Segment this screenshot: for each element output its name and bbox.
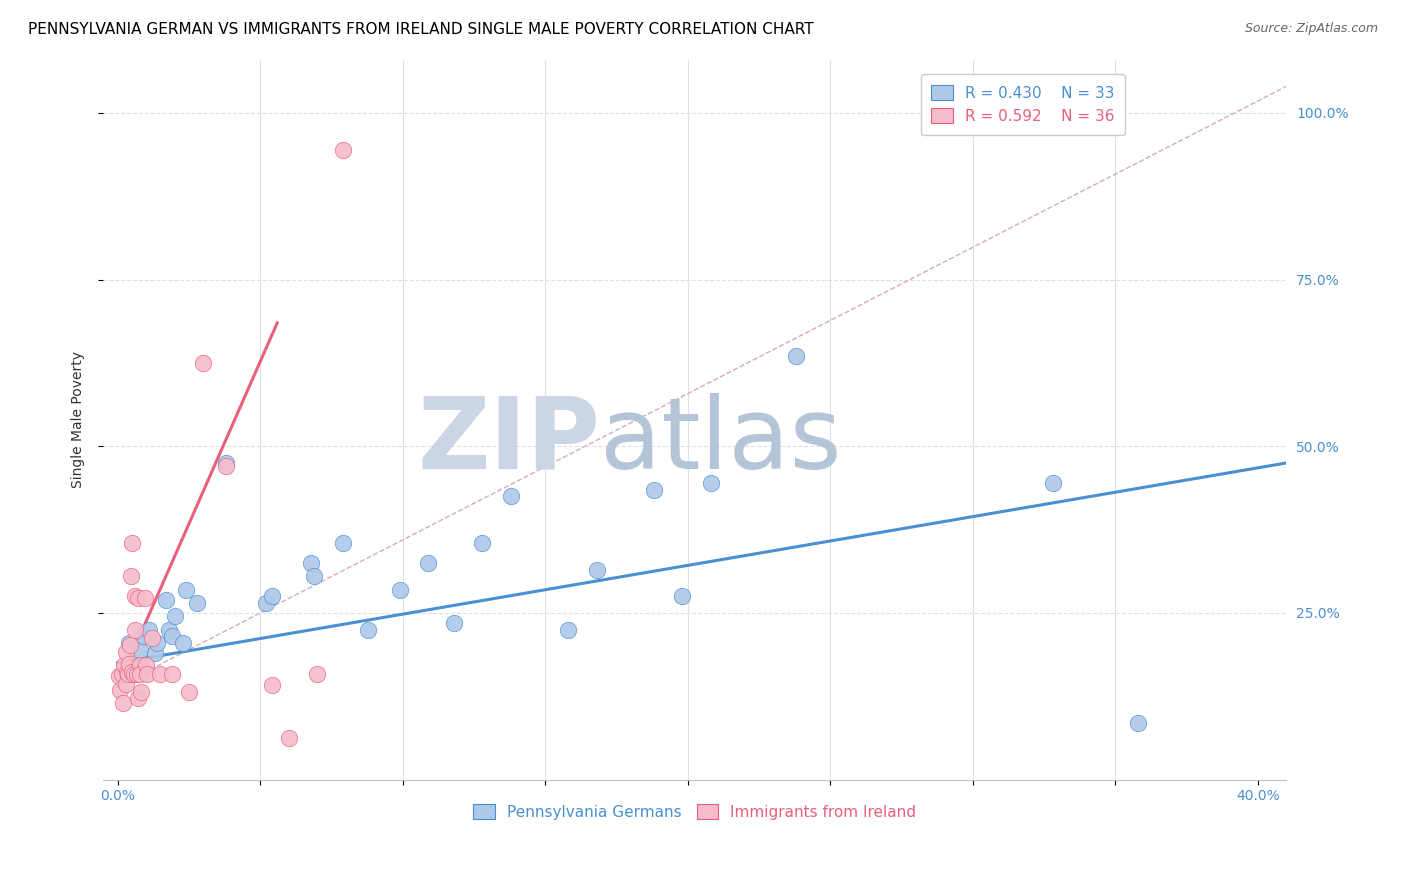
Point (1042, 475, 1064, 490)
Point (110, 682, 132, 697)
Point (215, 459, 238, 474)
Point (785, 349, 807, 363)
Point (108, 669, 131, 683)
Text: atlas: atlas (600, 392, 842, 490)
Text: Source: ZipAtlas.com: Source: ZipAtlas.com (1244, 22, 1378, 36)
Y-axis label: Single Male Poverty: Single Male Poverty (72, 351, 86, 488)
Point (121, 536, 143, 550)
Point (557, 623, 579, 637)
Point (129, 684, 152, 698)
Point (172, 636, 194, 650)
Point (155, 592, 177, 607)
Point (149, 667, 172, 681)
Point (443, 615, 465, 630)
Point (124, 623, 146, 637)
Point (128, 657, 150, 672)
Point (138, 623, 160, 637)
Point (260, 678, 283, 692)
Point (146, 636, 169, 650)
Point (134, 591, 156, 606)
Point (157, 623, 180, 637)
Text: PENNSYLVANIA GERMAN VS IMMIGRANTS FROM IRELAND SINGLE MALE POVERTY CORRELATION C: PENNSYLVANIA GERMAN VS IMMIGRANTS FROM I… (28, 22, 814, 37)
Point (117, 667, 139, 681)
Point (115, 665, 138, 679)
Point (699, 475, 721, 490)
Point (118, 636, 141, 650)
Point (135, 667, 157, 681)
Point (585, 563, 607, 577)
Point (307, 667, 329, 681)
Point (115, 644, 138, 658)
Point (135, 657, 157, 672)
Point (643, 483, 665, 497)
Text: ZIP: ZIP (418, 392, 600, 490)
Point (132, 629, 155, 643)
Point (191, 356, 214, 370)
Point (112, 657, 135, 672)
Point (471, 536, 494, 550)
Point (111, 667, 134, 681)
Point (124, 589, 146, 603)
Point (127, 691, 149, 706)
Point (277, 731, 299, 746)
Point (260, 589, 283, 603)
Point (122, 667, 145, 681)
Point (671, 589, 693, 603)
Point (174, 582, 197, 597)
Point (388, 582, 411, 597)
Point (143, 646, 166, 660)
Point (304, 569, 326, 583)
Point (112, 696, 135, 710)
Point (177, 684, 200, 698)
Point (163, 609, 186, 624)
Point (121, 665, 143, 679)
Point (160, 629, 183, 643)
Point (332, 536, 354, 550)
Legend: Pennsylvania Germans, Immigrants from Ireland: Pennsylvania Germans, Immigrants from Ir… (467, 798, 922, 826)
Point (1128, 715, 1150, 730)
Point (299, 556, 322, 570)
Point (125, 667, 148, 681)
Point (120, 569, 142, 583)
Point (129, 642, 152, 657)
Point (118, 657, 141, 672)
Point (118, 638, 141, 652)
Point (332, 143, 354, 157)
Point (141, 632, 163, 646)
Point (160, 667, 183, 681)
Point (254, 596, 277, 610)
Point (127, 591, 149, 606)
Point (129, 667, 152, 681)
Point (215, 456, 238, 470)
Point (357, 623, 380, 637)
Point (186, 596, 208, 610)
Point (114, 677, 136, 691)
Point (418, 556, 440, 570)
Point (499, 489, 522, 503)
